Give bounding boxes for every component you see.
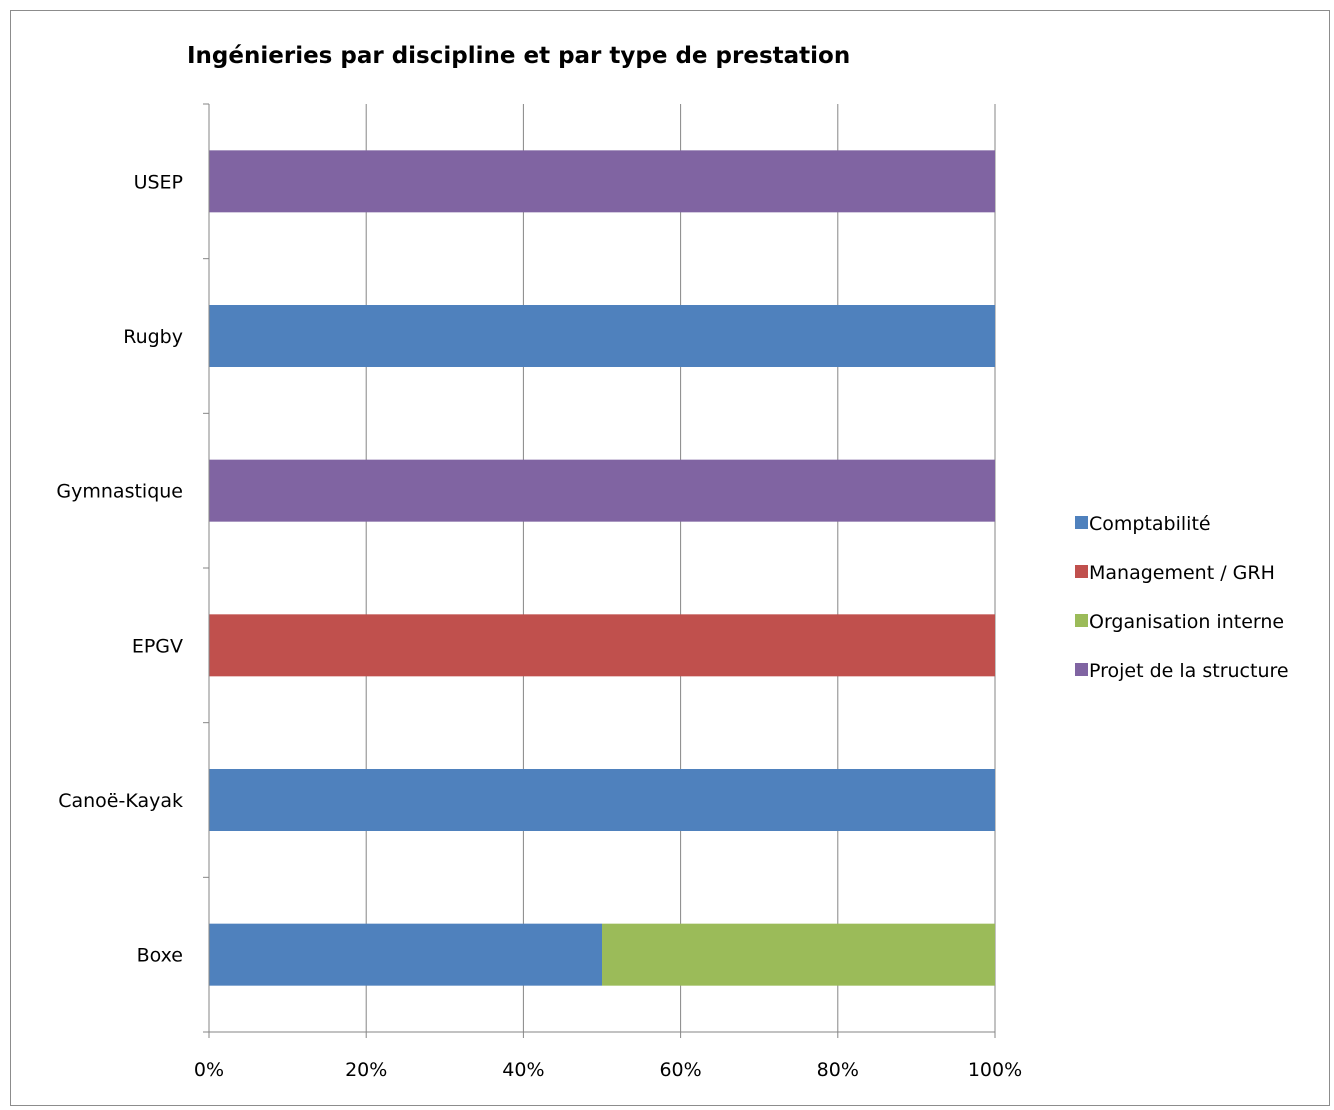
chart-title: Ingénieries par discipline et par type d… xyxy=(187,43,850,69)
y-tick-label: USEP xyxy=(134,171,183,193)
x-tick-label: 100% xyxy=(968,1059,1022,1081)
bars xyxy=(209,150,995,986)
legend-swatch xyxy=(1075,565,1088,578)
y-tick-label: Canoë-Kayak xyxy=(58,790,183,812)
bar xyxy=(209,459,995,522)
legend-item[interactable]: Projet de la structure xyxy=(1075,660,1289,682)
x-tick-label: 40% xyxy=(502,1059,544,1081)
axes: Boxe Canoë-Kayak EPGV Gymnastique Rugby USEP 0… xyxy=(56,103,1022,1081)
y-tick-label: EPGV xyxy=(132,635,183,657)
legend-label: Comptabilité xyxy=(1089,513,1211,535)
legend-label: Projet de la structure xyxy=(1089,660,1289,682)
y-tick-label: Rugby xyxy=(123,326,183,348)
legend-swatch xyxy=(1075,663,1088,676)
x-tick-label: 80% xyxy=(817,1059,859,1081)
bar xyxy=(602,923,995,986)
bar xyxy=(209,150,995,213)
legend-item[interactable]: Organisation interne xyxy=(1075,611,1284,633)
bar xyxy=(209,614,995,677)
legend-label: Management / GRH xyxy=(1089,562,1275,584)
x-tick-label: 20% xyxy=(345,1059,387,1081)
y-tick-label: Gymnastique xyxy=(56,481,183,503)
gridlines xyxy=(365,104,996,1032)
y-tick-label: Boxe xyxy=(137,945,183,967)
bar xyxy=(209,305,995,367)
legend-item[interactable]: Management / GRH xyxy=(1075,562,1275,584)
legend[interactable]: Comptabilité Management / GRH Organisation… xyxy=(1075,513,1289,682)
bar xyxy=(209,923,602,986)
bar xyxy=(209,769,995,831)
legend-swatch xyxy=(1075,614,1088,627)
legend-swatch xyxy=(1075,516,1088,529)
legend-item[interactable]: Comptabilité xyxy=(1075,513,1211,535)
x-tick-label: 60% xyxy=(659,1059,701,1081)
legend-label: Organisation interne xyxy=(1089,611,1284,633)
x-tick-label: 0% xyxy=(194,1059,224,1081)
